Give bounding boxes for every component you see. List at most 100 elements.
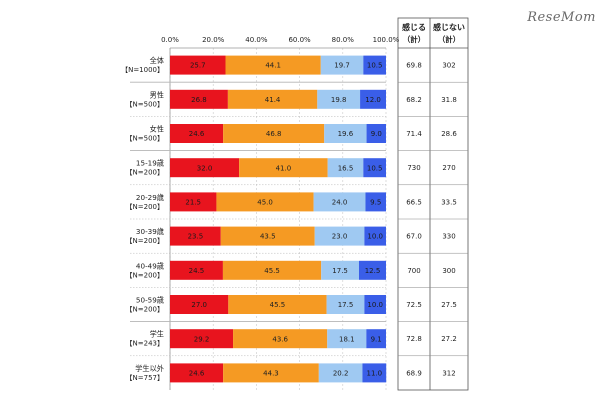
bar-value-label: 12.0	[365, 96, 381, 104]
bar-value-label: 11.0	[367, 370, 383, 378]
bar-segment	[222, 260, 322, 280]
bar-segment	[233, 329, 328, 349]
bar-value-label: 24.6	[189, 370, 205, 378]
bar-segment	[170, 260, 223, 280]
bar-value-label: 27.0	[191, 301, 207, 309]
bar-segment	[364, 295, 386, 314]
bar-segment	[320, 55, 364, 75]
bar-segment	[366, 329, 386, 349]
category-sublabel: 【N=200】	[126, 306, 164, 314]
bar-segment	[327, 329, 367, 349]
bar-segment	[223, 124, 325, 143]
bar-segment	[170, 329, 234, 349]
bar-segment	[170, 226, 221, 246]
bar-value-label: 19.6	[338, 130, 354, 138]
summary-value-feel: 700	[407, 267, 420, 275]
category-sublabel: 【N=200】	[126, 271, 164, 279]
summary-value-feel: 66.5	[406, 198, 422, 206]
category-sublabel: 【N=200】	[126, 237, 164, 245]
bar-value-label: 46.8	[266, 130, 282, 138]
category-sublabel: 【N=500】	[126, 100, 164, 108]
bar-value-label: 10.0	[367, 233, 383, 241]
bar-segment	[318, 363, 363, 383]
bar-segment	[360, 89, 386, 109]
bar-value-label: 19.8	[331, 96, 347, 104]
category-label: 50-59歳	[136, 296, 164, 305]
bar-segment	[359, 260, 386, 280]
bar-segment	[321, 260, 359, 280]
bar-value-label: 41.4	[265, 96, 281, 104]
bar-value-label: 17.5	[332, 267, 348, 275]
category-label: 学生	[150, 330, 164, 339]
category-sublabel: 【N=200】	[126, 169, 164, 177]
x-tick-label: 40.0%	[245, 36, 268, 44]
bar-segment	[326, 295, 365, 314]
summary-value-not-feel: 31.8	[441, 96, 457, 104]
bar-segment	[324, 124, 367, 143]
summary-header-label: 感じない	[433, 22, 465, 32]
bar-segment	[363, 55, 386, 75]
bar-segment	[239, 158, 328, 178]
bar-value-label: 19.7	[334, 62, 350, 70]
bar-segment	[227, 89, 318, 109]
x-tick-label: 20.0%	[202, 36, 225, 44]
category-label: 20-29歳	[136, 193, 164, 202]
summary-value-feel: 68.2	[406, 96, 422, 104]
bar-value-label: 43.5	[260, 233, 276, 241]
bar-value-label: 26.8	[191, 96, 207, 104]
bar-value-label: 45.0	[257, 199, 273, 207]
bar-value-label: 9.5	[370, 199, 381, 207]
bar-value-label: 9.0	[371, 130, 382, 138]
bar-segment	[364, 226, 386, 246]
bar-segment	[228, 295, 327, 314]
summary-value-feel: 72.5	[406, 301, 422, 309]
category-label: 男性	[150, 90, 164, 99]
bar-segment	[366, 124, 386, 143]
category-label: 全体	[150, 56, 164, 65]
category-label: 学生以外	[135, 364, 164, 373]
category-label: 40-49歳	[136, 261, 164, 270]
summary-table-frame	[397, 17, 469, 391]
category-sublabel: 【N=757】	[126, 374, 164, 382]
category-sublabel: 【N=200】	[126, 203, 164, 211]
summary-header-label: 感じる	[402, 22, 426, 32]
bar-segment	[170, 158, 240, 178]
summary-value-not-feel: 270	[442, 164, 455, 172]
bar-value-label: 45.5	[270, 301, 286, 309]
bar-value-label: 17.5	[338, 301, 354, 309]
bar-value-label: 10.5	[367, 164, 383, 172]
bar-segment	[216, 192, 314, 212]
bar-segment	[223, 363, 319, 383]
bar-value-label: 32.0	[197, 164, 213, 172]
category-sublabel: 【N=1000】	[121, 66, 164, 74]
summary-value-not-feel: 28.6	[441, 130, 457, 138]
summary-value-not-feel: 33.5	[441, 198, 457, 206]
bar-value-label: 29.2	[194, 335, 210, 343]
summary-header-sub: （計）	[403, 34, 426, 44]
bar-segment	[170, 192, 217, 212]
bar-value-label: 24.6	[189, 130, 205, 138]
bar-value-label: 23.5	[188, 233, 204, 241]
summary-value-feel: 68.9	[406, 369, 422, 377]
category-label: 15-19歳	[136, 159, 164, 168]
bar-segment	[362, 363, 387, 383]
summary-value-not-feel: 27.2	[441, 335, 457, 343]
bar-segment	[225, 55, 321, 75]
bar-segment	[314, 226, 365, 246]
summary-header-sub: （計）	[438, 34, 461, 44]
bar-value-label: 10.0	[367, 301, 383, 309]
bar-segment	[170, 124, 224, 143]
bar-value-label: 44.1	[265, 62, 281, 70]
bar-value-label: 25.7	[190, 62, 206, 70]
bar-value-label: 24.5	[189, 267, 205, 275]
x-tick-label: 0.0%	[161, 36, 179, 44]
bar-value-label: 12.5	[365, 267, 381, 275]
x-tick-label: 80.0%	[332, 36, 355, 44]
summary-value-not-feel: 27.5	[441, 301, 457, 309]
category-label: 30-39歳	[136, 227, 164, 236]
summary-value-feel: 67.0	[406, 233, 422, 241]
bar-segment	[170, 55, 226, 75]
bar-value-label: 23.0	[332, 233, 348, 241]
bar-value-label: 9.1	[371, 335, 382, 343]
